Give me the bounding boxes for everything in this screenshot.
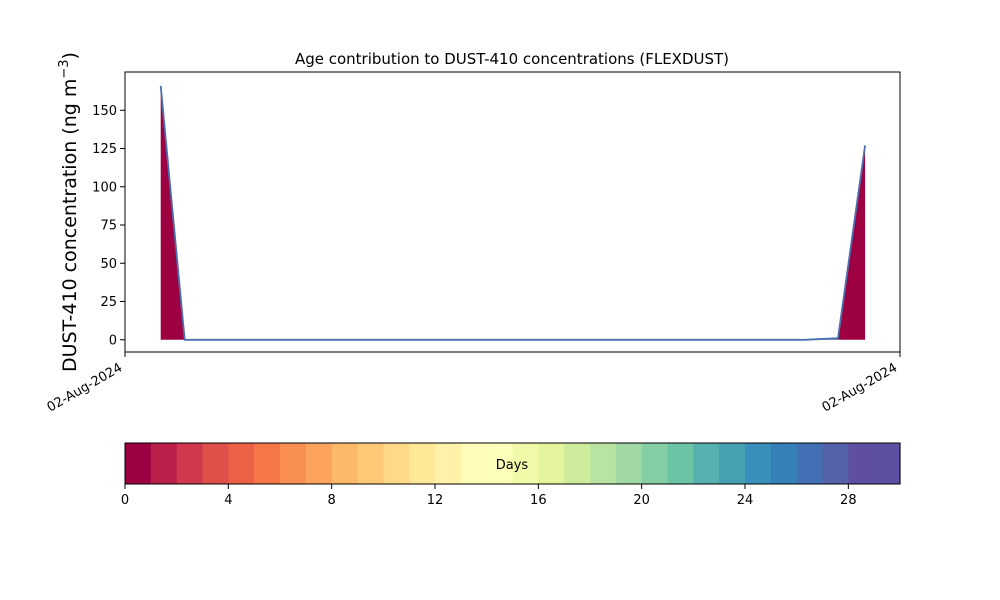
y-axis-label: DUST-410 concentration (ng m−3) (57, 52, 81, 372)
colorbar-cell (435, 443, 462, 484)
colorbar-tick-label: 8 (328, 493, 336, 508)
colorbar-cell (409, 443, 436, 484)
colorbar-cell (486, 443, 514, 484)
colorbar-cell (719, 443, 746, 484)
colorbar-cell (796, 443, 824, 484)
colorbar-cell (254, 443, 281, 484)
series-fills (160, 85, 866, 340)
colorbar-cell (874, 443, 901, 484)
series-area-age-27 (160, 85, 866, 340)
colorbar-cell (848, 443, 875, 484)
y-axis-ticks: 0 25 50 75 100 125 150 (92, 104, 125, 348)
colorbar-cell (228, 443, 255, 484)
colorbar-cell (564, 443, 591, 484)
y-tick-label: 75 (100, 219, 117, 234)
colorbar-frame (124, 442, 901, 485)
colorbar-cell (280, 443, 307, 484)
colorbar-ticks: 0 4 8 12 16 20 24 28 (121, 484, 857, 508)
colorbar-cell (357, 443, 384, 484)
colorbar-cell (125, 443, 152, 484)
colorbar-tick-label: 20 (633, 493, 650, 508)
colorbar-cell (667, 443, 694, 484)
y-tick-label: 100 (92, 180, 117, 195)
colorbar-cell (150, 443, 178, 484)
y-tick-label: 150 (92, 104, 117, 119)
colorbar-cell (615, 443, 643, 484)
colorbar-cell (770, 443, 798, 484)
y-tick-label: 50 (100, 257, 117, 272)
colorbar-tick-label: 24 (737, 493, 754, 508)
plot-frame (124, 71, 901, 353)
colorbar-tick-label: 12 (427, 493, 444, 508)
plot-area (124, 71, 901, 353)
colorbar-cell (202, 443, 229, 484)
colorbar-tick-label: 28 (840, 493, 857, 508)
total-concentration-line (159, 85, 866, 341)
colorbar-tick-label: 0 (121, 493, 129, 508)
x-tick-label-start: 02-Aug-2024 (45, 360, 125, 415)
colorbar-tick-label: 4 (224, 493, 232, 508)
colorbar-cell (693, 443, 720, 484)
series-area-age-0 (160, 85, 866, 340)
colorbar-cells (125, 443, 901, 484)
colorbar-cell (641, 443, 669, 484)
colorbar-cell (460, 443, 488, 484)
x-tick-label-end: 02-Aug-2024 (820, 360, 900, 415)
colorbar-cell (176, 443, 204, 484)
colorbar-cell (590, 443, 617, 484)
colorbar-cell (383, 443, 410, 484)
colorbar-cell (538, 443, 565, 484)
age-colorbar: Days 0 4 8 12 16 20 24 28 (121, 442, 901, 508)
y-tick-label: 125 (92, 142, 117, 157)
chart-title: Age contribution to DUST-410 concentrati… (295, 50, 729, 68)
colorbar-cell (822, 443, 849, 484)
y-tick-label: 0 (109, 333, 117, 348)
colorbar-cell (745, 443, 772, 484)
x-axis-ticks: 02-Aug-2024 02-Aug-2024 (45, 352, 901, 416)
colorbar-label: Days (496, 458, 529, 473)
colorbar-cell (331, 443, 359, 484)
colorbar-cell (305, 443, 333, 484)
colorbar-tick-label: 16 (530, 493, 547, 508)
y-tick-label: 25 (100, 295, 117, 310)
colorbar-cell (512, 443, 539, 484)
